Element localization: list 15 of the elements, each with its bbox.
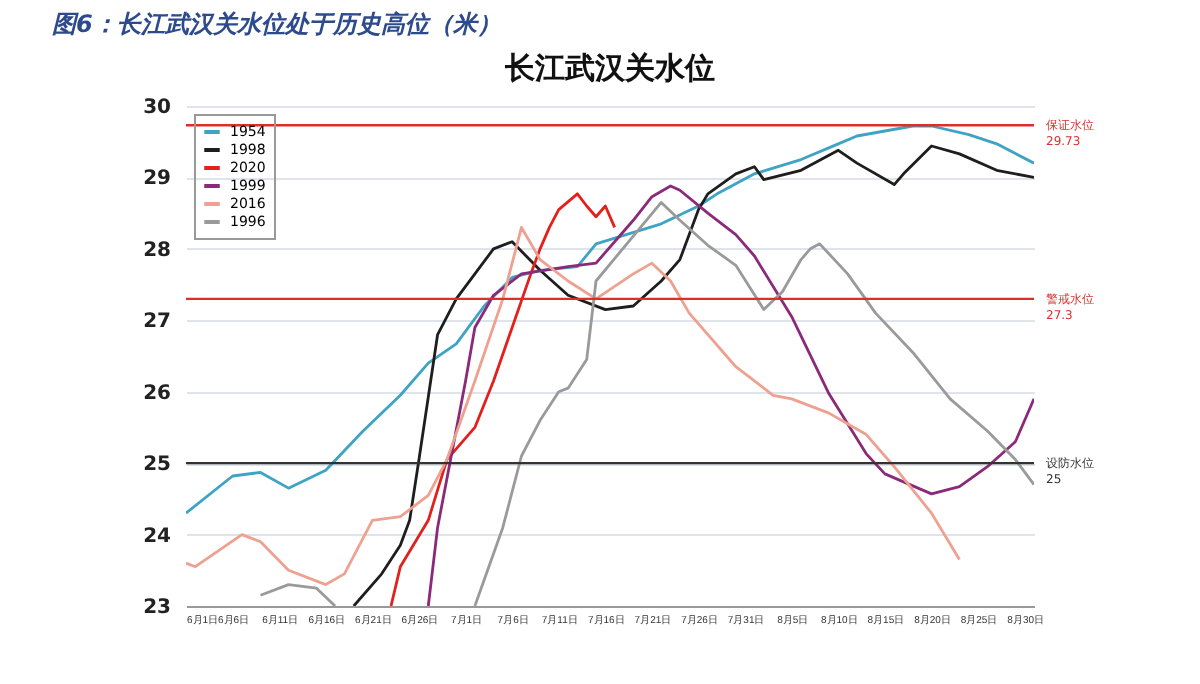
line-series: [426, 184, 1034, 606]
y-tick-label: 24: [143, 525, 172, 548]
line-series: [389, 192, 617, 606]
line-series: [352, 144, 1034, 606]
y-tick-label: 26: [143, 382, 172, 405]
line-series: [186, 226, 961, 586]
line-series: [186, 124, 1034, 515]
y-tick-label: 28: [143, 239, 172, 262]
caption: 图6：长江武汉关水位处于历史高位（米）: [52, 8, 1172, 52]
y-tick-label: 30: [143, 97, 172, 119]
y-tick-label: 25: [143, 454, 172, 477]
chart-title: 长江武汉关水位: [503, 50, 715, 86]
y-tick-label: 27: [143, 311, 172, 334]
y-tick-label: 29: [143, 168, 172, 191]
y-tick-label: 23: [143, 597, 172, 619]
